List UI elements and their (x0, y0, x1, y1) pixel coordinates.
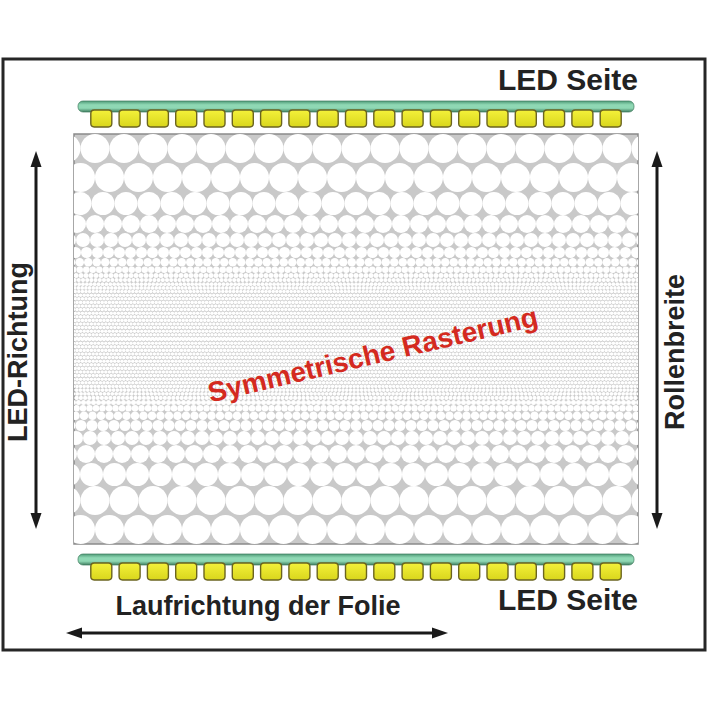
svg-text:Rollenbreite: Rollenbreite (660, 274, 690, 430)
svg-text:LED Seite: LED Seite (498, 63, 638, 96)
svg-text:LED-Richtung: LED-Richtung (3, 262, 33, 442)
svg-text:LED Seite: LED Seite (498, 583, 638, 616)
svg-text:Laufrichtung der Folie: Laufrichtung der Folie (115, 591, 400, 621)
